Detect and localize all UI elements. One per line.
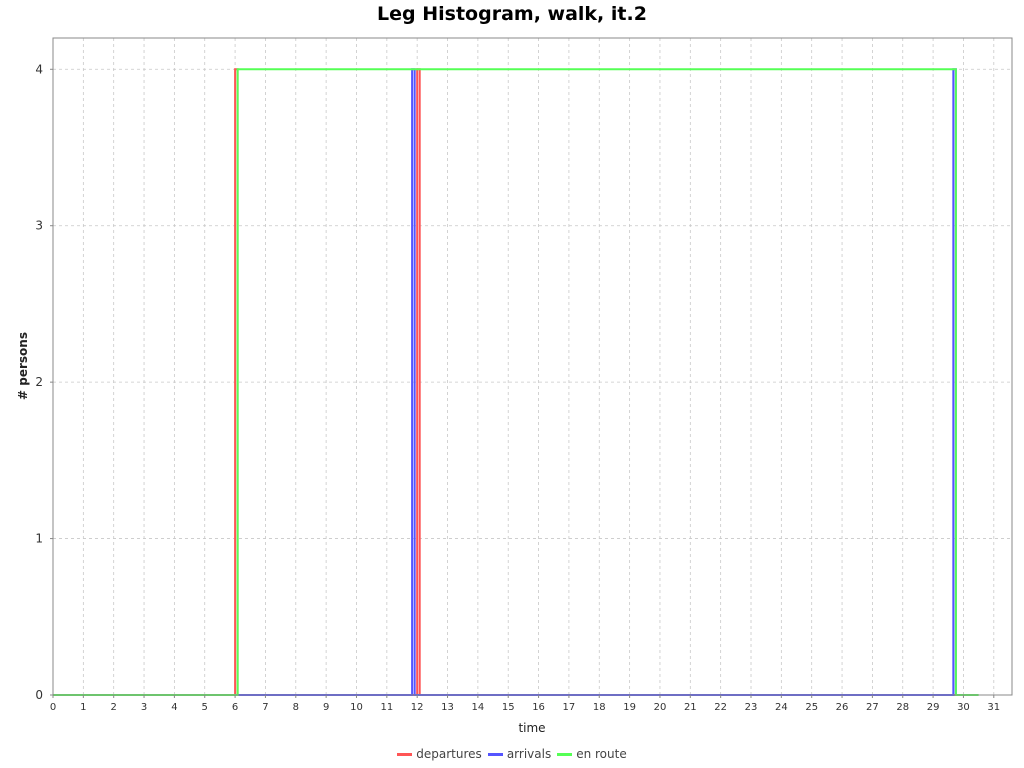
y-tick-label: 2 — [35, 375, 43, 389]
plot-border — [52, 37, 1013, 696]
x-tick-label: 30 — [957, 702, 970, 713]
x-tick-label: 25 — [805, 702, 818, 713]
x-tick-label: 28 — [896, 702, 909, 713]
legend-swatch — [397, 752, 413, 756]
x-axis-ticks: 0 1 2 3 4 5 6 7 8 9 10 11 12 13 14 15 16 17 18 19 20 21 22 23 24… — [50, 695, 1000, 713]
x-tick-label: 11 — [380, 702, 393, 713]
x-tick-label: 8 — [293, 702, 299, 713]
x-tick-label: 2 — [111, 702, 117, 713]
x-axis-label: time — [518, 721, 545, 735]
x-tick-label: 17 — [563, 702, 576, 713]
chart-canvas: 0 1 2 3 4 5 6 7 8 9 10 11 12 13 14 15 16 17 18 19 20 21 22 23 24… — [16, 37, 1013, 735]
x-tick-label: 5 — [202, 702, 208, 713]
x-tick-label: 3 — [141, 702, 147, 713]
legend: departures arrivals en route — [0, 747, 1024, 761]
y-tick-label: 0 — [35, 688, 43, 702]
y-tick-label: 1 — [35, 532, 43, 546]
y-axis-label: # persons — [16, 332, 30, 400]
x-tick-label: 7 — [262, 702, 268, 713]
x-tick-label: 27 — [866, 702, 879, 713]
x-tick-label: 0 — [50, 702, 56, 713]
x-tick-label: 24 — [775, 702, 788, 713]
plot-background — [53, 38, 1012, 695]
legend-item-en-route: en route — [557, 747, 627, 761]
x-tick-label: 16 — [532, 702, 545, 713]
y-tick-label: 3 — [35, 219, 43, 233]
x-tick-label: 15 — [502, 702, 515, 713]
legend-swatch — [487, 752, 503, 756]
x-tick-label: 18 — [593, 702, 606, 713]
x-tick-label: 23 — [745, 702, 758, 713]
x-tick-label: 13 — [441, 702, 454, 713]
x-tick-label: 29 — [927, 702, 940, 713]
legend-item-arrivals: arrivals — [487, 747, 552, 761]
y-tick-label: 4 — [35, 62, 43, 76]
x-tick-label: 10 — [350, 702, 363, 713]
chart-title: Leg Histogram, walk, it.2 — [377, 3, 647, 25]
x-tick-label: 20 — [654, 702, 667, 713]
x-tick-label: 12 — [411, 702, 424, 713]
x-tick-label: 14 — [472, 702, 485, 713]
legend-swatch — [557, 752, 573, 756]
x-tick-label: 26 — [836, 702, 849, 713]
legend-label: en route — [576, 747, 627, 761]
x-tick-label: 9 — [323, 702, 329, 713]
y-axis-ticks: 0 1 2 3 4 — [35, 62, 53, 702]
x-tick-label: 19 — [623, 702, 636, 713]
legend-label: departures — [416, 747, 482, 761]
legend-item-departures: departures — [397, 747, 482, 761]
x-tick-label: 4 — [171, 702, 177, 713]
x-tick-label: 31 — [987, 702, 1000, 713]
x-tick-label: 6 — [232, 702, 238, 713]
x-tick-label: 22 — [714, 702, 727, 713]
legend-label: arrivals — [506, 747, 552, 761]
x-tick-label: 1 — [80, 702, 86, 713]
x-tick-label: 21 — [684, 702, 697, 713]
